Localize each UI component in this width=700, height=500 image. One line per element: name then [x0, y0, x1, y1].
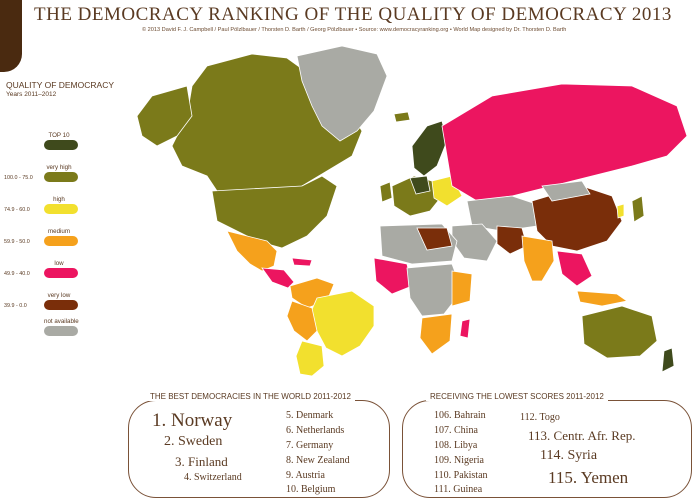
country-greenland [296, 45, 388, 142]
country-india [521, 235, 555, 282]
country-indonesia [576, 290, 628, 307]
legend-heading: QUALITY OF DEMOCRACY [6, 80, 114, 90]
country-southeast-asia [556, 250, 593, 287]
country-madagascar [459, 318, 471, 339]
country-central-america [261, 267, 295, 289]
rank-item: 115. Yemen [548, 468, 629, 487]
country-central-europe [409, 175, 431, 195]
country-central-africa [406, 263, 463, 317]
country-argentina-chile [295, 340, 325, 376]
country-mongolia [541, 180, 591, 202]
rank-item: 5. Denmark [286, 410, 334, 421]
legend-label: not available [44, 318, 79, 325]
country-iceland [393, 111, 411, 123]
legend-item-very-low: very low 39.9 - 0.0 [0, 292, 115, 318]
rank-item: 9. Austria [286, 470, 325, 481]
country-west-africa [373, 257, 413, 295]
legend-swatch [44, 268, 78, 278]
legend-range: 74.9 - 60.0 [4, 207, 30, 213]
rank-item: 109. Nigeria [434, 455, 484, 466]
legend-swatch [44, 236, 78, 246]
legend-swatch [44, 204, 78, 214]
country-scandinavia [411, 120, 448, 177]
country-new-zealand [661, 347, 675, 373]
country-korea [616, 203, 625, 219]
legend-label: low [54, 260, 64, 267]
legend-swatch [44, 140, 78, 150]
legend-label: very low [47, 292, 71, 299]
legend-item-not-available: not available [0, 318, 115, 344]
credits-line: © 2013 David F. J. Campbell / Paul Pölzl… [142, 27, 567, 33]
country-japan [631, 195, 645, 223]
country-caribbean [291, 257, 313, 267]
lowest-scores-heading: RECEIVING THE LOWEST SCORES 2011-2012 [426, 392, 608, 401]
rank-item: 108. Libya [434, 440, 478, 451]
country-iran-pakistan [496, 225, 528, 255]
country-united-states [211, 175, 338, 249]
rank-item: 2. Sweden [164, 434, 223, 449]
rank-item: 4. Switzerland [184, 472, 242, 483]
country-russia [441, 83, 688, 202]
legend-range: 39.9 - 0.0 [4, 303, 27, 309]
map-title: THE DEMOCRACY RANKING OF THE QUALITY OF … [34, 4, 672, 25]
country-peru-bolivia [286, 300, 318, 342]
legend-range: 59.9 - 50.0 [4, 239, 30, 245]
country-southern-africa [419, 313, 453, 355]
rank-item: 6. Netherlands [286, 425, 345, 436]
rank-item: 10. Belgium [286, 484, 336, 495]
world-map [136, 45, 688, 376]
legend-swatch [44, 326, 78, 336]
rank-item: 112. Togo [520, 412, 560, 423]
legend-label: TOP 10 [48, 132, 70, 139]
country-australia [581, 305, 658, 359]
legend-item-low: low 49.9 - 40.0 [0, 260, 115, 286]
country-alaska [136, 85, 193, 147]
legend-label: medium [47, 228, 70, 235]
legend-label: high [53, 196, 65, 203]
rank-item: 7. Germany [286, 440, 334, 451]
rank-item: 107. China [434, 425, 478, 436]
legend-swatch [44, 172, 78, 182]
rank-item: 110. Pakistan [434, 470, 488, 481]
rank-item: 106. Bahrain [434, 410, 486, 421]
legend-item-top10: TOP 10 [0, 132, 115, 158]
legend-label: very high [46, 164, 72, 171]
best-democracies-heading: THE BEST DEMOCRACIES IN THE WORLD 2011-2… [146, 392, 355, 401]
legend-swatch [44, 300, 78, 310]
legend-item-very-high: very high 100.0 - 75.0 [0, 164, 115, 190]
legend-item-medium: medium 59.9 - 50.0 [0, 228, 115, 254]
country-united-kingdom [379, 181, 393, 203]
country-east-africa [451, 270, 473, 307]
rank-item: 113. Centr. Afr. Rep. [528, 428, 636, 443]
country-middle-east [451, 223, 498, 262]
rank-item: 114. Syria [540, 448, 598, 463]
country-libya-egypt [416, 227, 453, 251]
rank-item: 1. Norway [152, 410, 233, 431]
legend-range: 100.0 - 75.0 [4, 175, 33, 181]
country-china [531, 185, 623, 252]
rank-item: 111. Guinea [434, 484, 483, 495]
legend-item-high: high 74.9 - 60.0 [0, 196, 115, 222]
rank-item: 3. Finland [175, 454, 228, 469]
legend-years: Years 2011–2012 [6, 91, 57, 98]
rank-item: 8. New Zealand [286, 455, 350, 466]
corner-bar [0, 0, 22, 72]
lowest-scores-box [402, 400, 692, 498]
legend-range: 49.9 - 40.0 [4, 271, 30, 277]
